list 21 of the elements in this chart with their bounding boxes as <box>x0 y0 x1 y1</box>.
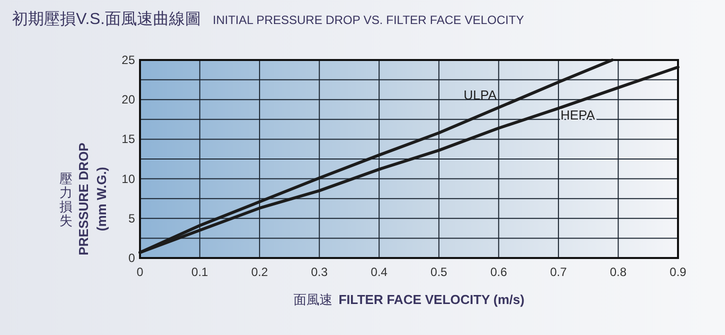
x-tick-label: 0.8 <box>610 265 627 279</box>
y-tick-label: 20 <box>122 92 136 107</box>
x-tick-label: 0 <box>136 265 144 279</box>
x-tick-label: 0.3 <box>310 265 328 279</box>
x-tick-label: 0.5 <box>430 265 448 279</box>
y-tick-label: 15 <box>122 132 136 146</box>
x-tick-label: 0.4 <box>370 265 388 279</box>
series-label: HEPA <box>560 107 596 122</box>
y-tick-label: 10 <box>122 172 136 186</box>
chart-title: 初期壓損V.S.面風速曲線圖 <box>12 10 201 28</box>
x-tick-label: 0.7 <box>550 265 568 279</box>
x-tick-label: 0.9 <box>670 265 687 279</box>
x-tick-label: 0.2 <box>251 265 268 279</box>
y-tick-label: 5 <box>128 211 136 226</box>
y-tick-label: 25 <box>122 53 136 67</box>
y-tick-label: 0 <box>128 251 136 265</box>
x-tick-label: 0.6 <box>490 265 508 279</box>
series-label: ULPA <box>464 88 497 103</box>
chart-subtitle: INITIAL PRESSURE DROP VS. FILTER FACE VELOCITY <box>212 13 524 27</box>
x-tick-label: 0.1 <box>191 265 208 279</box>
x-axis-title: 面風速 FILTER FACE VELOCITY (m/s) <box>294 292 524 307</box>
